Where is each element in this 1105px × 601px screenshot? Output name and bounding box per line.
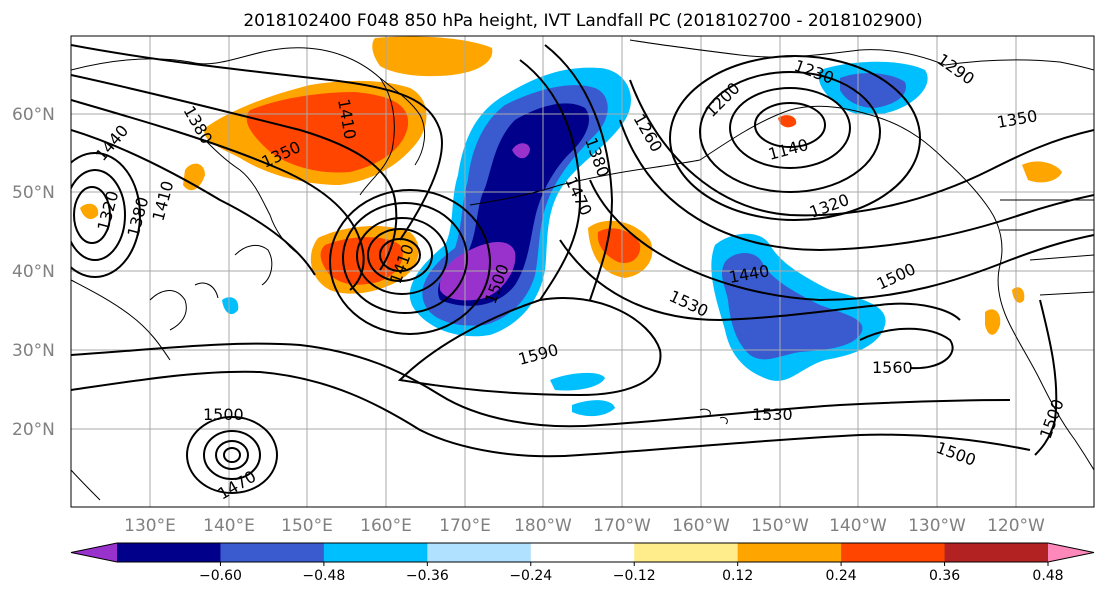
colorbar-bin bbox=[220, 543, 325, 562]
colorbar-tick-label: 0.12 bbox=[722, 568, 753, 584]
colorbar-bin bbox=[841, 543, 946, 562]
figure-title: 2018102400 F048 850 hPa height, IVT Land… bbox=[243, 11, 922, 31]
ivt-positive-region-california bbox=[985, 309, 1001, 335]
ivt-positive-region-north bbox=[372, 36, 493, 77]
colorbar-tick-label: −0.60 bbox=[199, 568, 242, 584]
lon-label: 160°W bbox=[672, 516, 730, 536]
contour-label: 1500 bbox=[203, 405, 244, 424]
coastline-kamchatka bbox=[379, 77, 426, 166]
lat-label: 30°N bbox=[12, 341, 55, 361]
colorbar-outline bbox=[70, 542, 1095, 563]
colorbar-bin bbox=[634, 543, 739, 562]
colorbar-bin bbox=[427, 543, 532, 562]
ivt-positive-region-westcoast2 bbox=[80, 203, 99, 220]
lon-label: 170°E bbox=[439, 516, 491, 536]
contour-label: 1560 bbox=[872, 358, 913, 377]
lon-label: 170°W bbox=[593, 516, 651, 536]
colorbar-tick-label: −0.12 bbox=[613, 568, 656, 584]
lon-label: 130°W bbox=[908, 516, 966, 536]
map-frame bbox=[70, 35, 1095, 508]
colorbar-tick-label: −0.48 bbox=[302, 568, 345, 584]
longitude-labels: 130°E 140°E 150°E 160°E 170°E 180°W 170°… bbox=[124, 516, 1045, 536]
coastline-asia bbox=[71, 47, 395, 501]
colorbar-extend-high bbox=[1048, 543, 1094, 562]
lon-label: 130°E bbox=[124, 516, 176, 536]
colorbar-bin bbox=[323, 543, 428, 562]
colorbar-bin bbox=[737, 543, 842, 562]
lat-label: 40°N bbox=[12, 262, 55, 282]
coastline-aleutians bbox=[469, 159, 701, 206]
colorbar-tick-label: 0.48 bbox=[1032, 568, 1063, 584]
colorbar-tick-label: 0.24 bbox=[826, 568, 857, 584]
map-panel: 1380 1440 1410 1350 1320 1380 1410 1380 … bbox=[70, 35, 1095, 508]
lon-label: 140°E bbox=[203, 516, 255, 536]
lon-label: 150°E bbox=[281, 516, 333, 536]
ivt-positive-region-okhotsk-inner bbox=[246, 92, 409, 173]
colorbar-bin bbox=[117, 543, 221, 562]
colorbar-tick-label: −0.36 bbox=[406, 568, 449, 584]
lon-label: 150°W bbox=[751, 516, 809, 536]
colorbar-tick-label: −0.24 bbox=[509, 568, 552, 584]
ivt-negative-region-hawaii2 bbox=[572, 400, 615, 417]
lat-label: 60°N bbox=[12, 105, 55, 125]
ivt-negative-region-small-west bbox=[222, 297, 239, 315]
colorbar-bin bbox=[530, 543, 635, 562]
ivt-negative-region-alaska-inner bbox=[840, 73, 906, 108]
colorbar-tick-label: 0.36 bbox=[929, 568, 960, 584]
ivt-negative-region-small-core bbox=[512, 143, 530, 159]
colorbar-bin bbox=[944, 543, 1049, 562]
contour-label: 1530 bbox=[752, 405, 793, 424]
ivt-negative-region-east-inner bbox=[721, 253, 863, 360]
colorbar: −0.60 −0.48 −0.36 −0.24 −0.12 0.12 0.24 0.36 0.4… bbox=[70, 542, 1095, 584]
ivt-positive-region-idaho bbox=[1012, 287, 1025, 303]
lon-label: 180°W bbox=[514, 516, 572, 536]
coastline-hawaii bbox=[699, 408, 728, 425]
ivt-positive-region-canada bbox=[1022, 161, 1062, 183]
height-contours bbox=[71, 44, 1094, 494]
coastline-northamerica bbox=[944, 59, 1094, 471]
lon-label: 120°W bbox=[987, 516, 1045, 536]
latitude-labels: 60°N 50°N 40°N 30°N 20°N bbox=[12, 105, 55, 440]
ivt-negative-region-hawaii1 bbox=[550, 372, 605, 391]
ivt-positive-region-alaska-small bbox=[778, 115, 797, 128]
coastline-japan bbox=[194, 244, 273, 299]
lon-label: 140°W bbox=[829, 516, 887, 536]
lon-label: 160°E bbox=[360, 516, 412, 536]
ivt-positive-region-westcoast1 bbox=[183, 163, 205, 191]
lat-label: 20°N bbox=[12, 420, 55, 440]
lat-label: 50°N bbox=[12, 183, 55, 203]
map-gridlines bbox=[71, 36, 1094, 507]
ivt-shading bbox=[80, 36, 1062, 417]
colorbar-extend-low bbox=[71, 543, 117, 562]
